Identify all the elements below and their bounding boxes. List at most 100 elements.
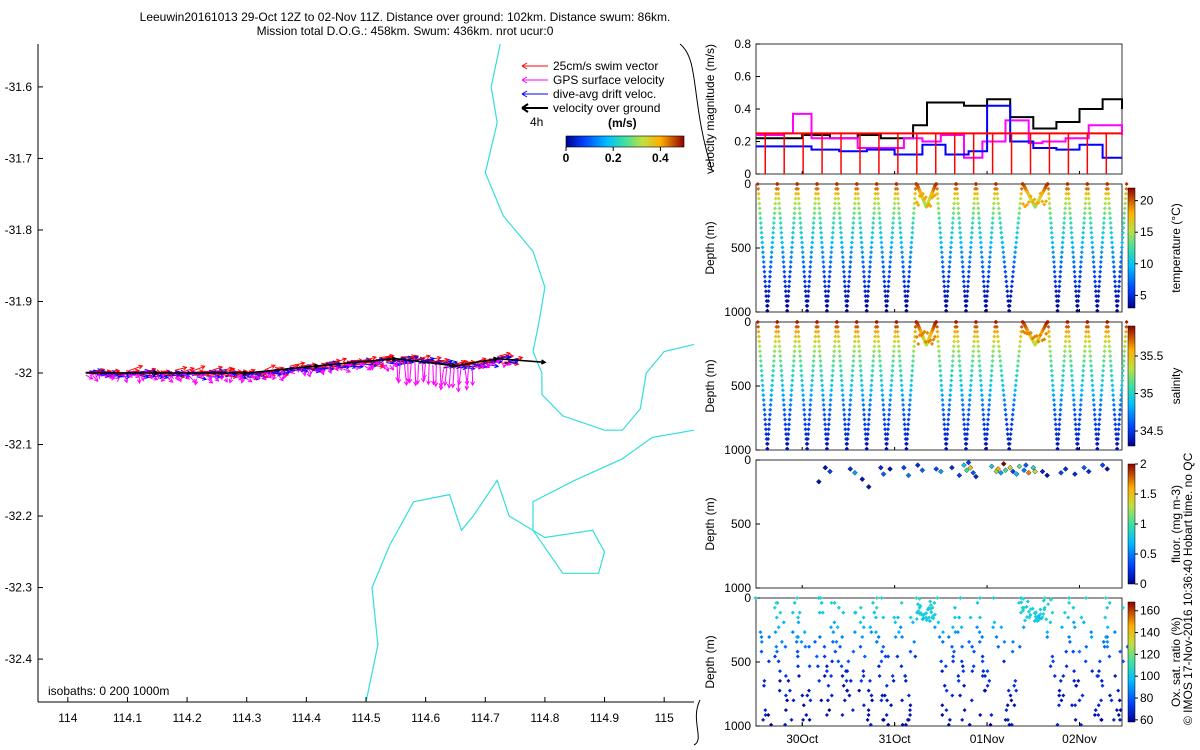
profile-point — [1006, 688, 1011, 693]
profile-point — [814, 654, 819, 659]
profile-point — [983, 303, 988, 308]
profile-point — [958, 230, 963, 235]
profile-point — [891, 358, 896, 363]
profile-point — [807, 417, 812, 422]
profile-point — [840, 393, 845, 398]
profile-point — [824, 446, 829, 451]
profile-point — [771, 220, 776, 225]
profile-point — [1057, 279, 1062, 284]
profile-point — [832, 206, 837, 211]
profile-point — [1004, 417, 1009, 422]
profile-point — [850, 368, 855, 373]
swim-vector — [400, 355, 416, 358]
profile-point — [928, 603, 933, 608]
profile-point — [1081, 363, 1086, 368]
profile-point — [1047, 334, 1052, 339]
profile-point — [939, 659, 944, 664]
profile-point — [1089, 373, 1094, 378]
profile-point — [1066, 186, 1071, 191]
profile-point — [950, 358, 955, 363]
profile-point — [1046, 320, 1051, 324]
profile-point — [1077, 284, 1082, 289]
swim-vector-head — [518, 355, 524, 361]
profile-point — [1062, 220, 1067, 225]
profile-point — [786, 289, 791, 294]
profile-point — [823, 427, 828, 432]
profile-point — [893, 191, 898, 196]
legend-arrow-drift — [521, 90, 528, 98]
panel-y-tick-label: 0 — [744, 453, 751, 467]
profile-point — [1109, 225, 1113, 230]
profile-point — [787, 417, 792, 422]
profile-point — [886, 289, 890, 294]
gps-vector — [385, 364, 389, 372]
profile-point — [878, 358, 882, 363]
gps-vector-head — [278, 370, 284, 375]
profile-point — [881, 717, 886, 722]
profile-point — [853, 196, 858, 201]
profile-point — [827, 274, 832, 279]
profile-point — [978, 712, 983, 717]
profile-point — [911, 354, 916, 359]
profile-point — [1015, 230, 1020, 235]
profile-point — [818, 358, 823, 363]
profile-point — [857, 349, 862, 354]
profile-point — [791, 225, 796, 230]
profile-point — [1103, 339, 1108, 344]
profile-point — [1101, 368, 1106, 373]
profile-point — [1107, 211, 1112, 216]
profile-point — [951, 349, 956, 354]
profile-point — [798, 354, 803, 359]
profile-point — [1011, 264, 1016, 269]
profile-point — [847, 417, 851, 422]
profile-point — [760, 245, 765, 250]
fluor-point — [816, 478, 822, 485]
profile-point — [960, 402, 965, 407]
profile-point — [852, 201, 857, 206]
profile-point — [909, 240, 914, 245]
profile-point — [1067, 201, 1072, 206]
profile-point — [865, 717, 870, 722]
profile-point — [828, 393, 833, 398]
profile-point — [1121, 358, 1126, 363]
profile-point — [792, 211, 797, 216]
profile-point — [1110, 245, 1115, 250]
profile-point — [773, 201, 778, 206]
profile-point — [763, 279, 768, 284]
profile-point — [1060, 245, 1065, 250]
gps-vector-head — [415, 379, 421, 385]
profile-point — [767, 284, 772, 289]
profile-point — [946, 634, 951, 639]
gps-vector-head — [498, 356, 504, 362]
profile-point — [1117, 412, 1122, 417]
profile-point — [1124, 182, 1129, 186]
profile-point — [822, 269, 826, 274]
profile-point — [904, 441, 909, 446]
profile-point — [942, 427, 947, 432]
profile-point — [1042, 605, 1047, 610]
profile-point — [979, 250, 984, 255]
profile-point — [865, 432, 870, 437]
profile-point — [779, 639, 784, 644]
profile-point — [1049, 363, 1054, 368]
profile-point — [1048, 349, 1053, 354]
profile-point — [1000, 240, 1005, 245]
profile-point — [1049, 596, 1054, 601]
profile-point — [766, 712, 771, 717]
profile-point — [1066, 191, 1071, 196]
profile-point — [818, 354, 822, 359]
profile-point — [1112, 274, 1117, 279]
profile-point — [927, 619, 932, 624]
profile-point — [896, 630, 901, 635]
profile-point — [1026, 609, 1031, 614]
profile-point — [998, 220, 1003, 225]
profile-point — [972, 339, 977, 344]
profile-point — [950, 368, 954, 373]
profile-point — [952, 201, 957, 206]
profile-point — [763, 284, 768, 289]
profile-point — [855, 329, 860, 334]
profile-point — [848, 678, 853, 683]
profile-point — [948, 255, 953, 260]
profile-point — [1045, 630, 1050, 635]
